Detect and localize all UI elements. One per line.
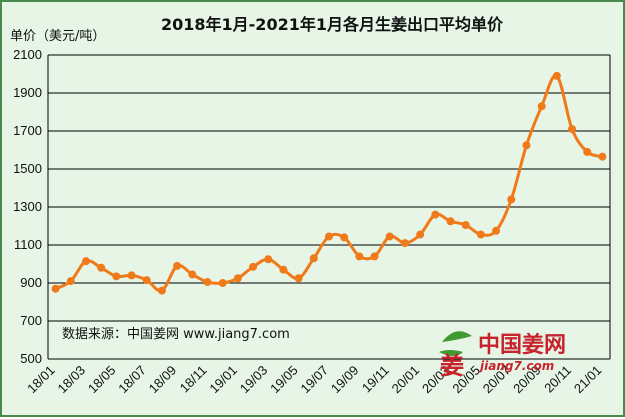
logo-url: jiang7.com (478, 359, 554, 373)
data-point (568, 125, 577, 134)
x-tick-label: 19/03 (237, 363, 271, 397)
svg-text:姜: 姜 (440, 352, 464, 380)
x-tick-label: 18/07 (115, 363, 149, 397)
y-axis-label: 单价（美元/吨） (10, 29, 105, 44)
x-tick-label: 19/01 (206, 363, 240, 397)
data-point (233, 274, 242, 283)
y-tick-label: 1900 (13, 85, 42, 100)
x-tick-label: 20/01 (389, 363, 423, 397)
data-point (279, 265, 288, 274)
data-point (325, 232, 333, 241)
source-note: 数据来源：中国姜网 www.jiang7.com (62, 327, 290, 342)
x-tick-label: 19/11 (359, 363, 392, 396)
x-tick-label: 18/03 (54, 363, 88, 397)
data-point (294, 274, 303, 283)
ginger-leaf-icon: 姜 (439, 331, 472, 380)
data-point (476, 230, 485, 239)
data-point (142, 276, 151, 285)
series-line (54, 74, 603, 293)
y-tick-label: 1300 (13, 199, 42, 214)
x-tick-label: 18/01 (24, 363, 58, 397)
data-point (127, 271, 136, 280)
chart-title: 2018年1月-2021年1月各月生姜出口平均单价 (161, 15, 504, 34)
data-point (385, 232, 394, 241)
data-point (598, 152, 607, 161)
y-tick-label: 2100 (13, 47, 42, 62)
data-point (218, 279, 227, 287)
data-point (51, 284, 60, 293)
y-tick-label: 500 (20, 351, 42, 366)
y-tick-label: 1500 (13, 161, 42, 176)
x-tick-label: 19/09 (328, 363, 362, 397)
y-tick-label: 900 (20, 275, 42, 290)
data-point (492, 226, 501, 235)
data-point (173, 261, 182, 270)
data-point (203, 278, 212, 287)
x-tick-label: 21/01 (571, 363, 605, 397)
data-point (583, 147, 592, 156)
x-tick-label: 18/11 (177, 363, 210, 396)
data-point (66, 277, 75, 286)
x-tick-label: 19/07 (298, 363, 332, 397)
data-point (431, 210, 440, 219)
x-tick-label: 18/05 (85, 363, 119, 397)
data-point (400, 239, 409, 248)
data-point (264, 255, 273, 264)
data-point (249, 262, 258, 271)
data-point (507, 195, 516, 204)
data-point (340, 233, 349, 242)
data-point (188, 270, 197, 279)
y-tick-labels: 500 700 900 1100 1300 1500 1700 1900 2100 (13, 47, 42, 366)
y-tick-label: 1100 (14, 237, 42, 252)
y-tick-label: 700 (20, 313, 42, 328)
data-point (416, 230, 425, 239)
logo-name: 中国姜网 (478, 332, 566, 358)
grid-lines (47, 54, 611, 360)
data-point (370, 252, 379, 261)
data-point (537, 102, 546, 111)
data-point (81, 257, 90, 266)
data-point (309, 254, 318, 263)
data-points (51, 71, 607, 295)
data-point (112, 272, 121, 281)
data-point (522, 141, 531, 150)
site-logo: 姜 中国姜网 jiang7.com (439, 331, 566, 380)
data-point (97, 263, 106, 272)
x-tick-label: 19/05 (267, 363, 301, 397)
data-point (355, 252, 364, 261)
data-point (461, 221, 470, 230)
y-tick-label: 1700 (13, 123, 42, 138)
x-tick-label: 18/09 (146, 363, 180, 397)
data-point (552, 71, 561, 80)
data-point (157, 286, 166, 295)
data-point (446, 217, 455, 226)
